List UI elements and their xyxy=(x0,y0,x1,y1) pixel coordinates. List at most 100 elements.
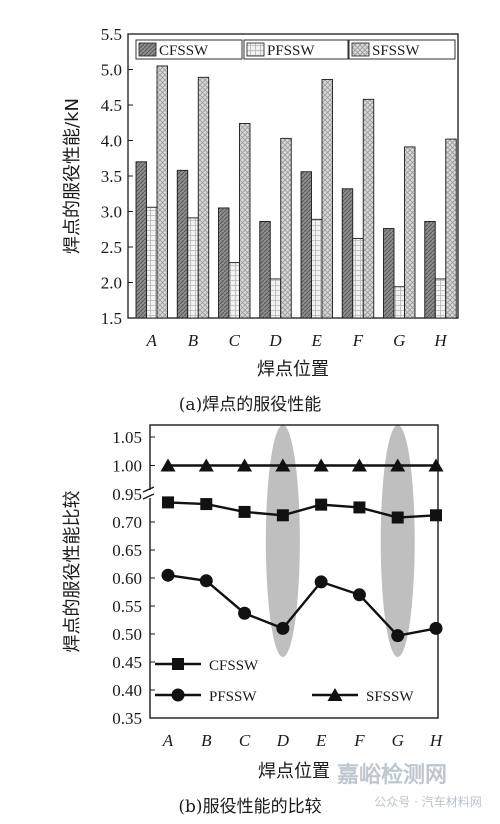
line-chart-caption: (b)服役性能的比较 xyxy=(178,797,321,817)
point-pfssw xyxy=(276,621,290,635)
x-tick-label: F xyxy=(353,731,365,750)
bar-cfssw xyxy=(383,228,395,319)
bar-cfssw xyxy=(135,161,147,319)
axis-break-mark xyxy=(142,486,155,493)
line-chart: 0.95 1.00 1.05 0.35 0.40 0.45 0.50 0.55 0.60 0.65… xyxy=(62,424,444,782)
x-axis-title: 焊点位置 xyxy=(257,359,329,380)
legend-box xyxy=(243,39,349,60)
legend-box xyxy=(135,39,243,60)
point-cfssw xyxy=(162,496,174,509)
x-tick-label: E xyxy=(315,731,327,750)
x-tick-label: A xyxy=(146,331,158,350)
point-cfssw xyxy=(430,509,442,522)
y-tick-label: 0.55 xyxy=(112,597,142,616)
point-sfssw xyxy=(313,458,329,472)
point-pfssw xyxy=(391,629,405,643)
x-tick-label: D xyxy=(268,331,282,350)
x-tick-label: G xyxy=(392,731,404,750)
y-tick-label: 0.95 xyxy=(112,485,142,504)
x-tick-label: H xyxy=(429,731,444,750)
y-tick-label: 0.40 xyxy=(112,681,142,700)
legend-swatch xyxy=(246,42,265,57)
legend-box xyxy=(348,39,456,60)
bar-cfssw xyxy=(341,188,354,319)
y-tick-label: 5.5 xyxy=(101,25,122,44)
point-cfssw xyxy=(353,501,366,514)
x-tick-label: H xyxy=(433,331,448,350)
legend-label: PFSSW xyxy=(209,689,257,705)
y-tick-label: 0.65 xyxy=(112,541,142,560)
y-tick-label: 1.00 xyxy=(112,457,142,476)
y-tick-label: 1.05 xyxy=(112,428,142,447)
bar-pfssw xyxy=(269,278,282,319)
bar-cfssw xyxy=(218,207,230,319)
y-tick-label: 0.50 xyxy=(112,625,142,644)
legend-label: CFSSW xyxy=(159,43,209,59)
x-tick-label: C xyxy=(229,331,241,350)
bar-cfssw xyxy=(424,220,436,319)
bar-sfssw xyxy=(404,146,416,319)
bar-pfssw xyxy=(434,278,447,319)
legend-label: SFSSW xyxy=(372,43,420,59)
bar-sfssw xyxy=(321,78,333,319)
y-tick-label: 2.5 xyxy=(101,238,122,257)
bar-pfssw xyxy=(146,206,158,319)
bar-sfssw xyxy=(156,65,168,319)
series-line-cfssw xyxy=(167,501,437,519)
point-pfssw xyxy=(238,606,252,620)
watermark-main: 嘉峪检测网 xyxy=(337,762,447,788)
point-sfssw xyxy=(390,458,406,472)
bar-cfssw xyxy=(176,169,189,319)
point-cfssw xyxy=(276,509,289,522)
y-tick-label: 0.70 xyxy=(112,513,142,532)
point-pfssw xyxy=(199,574,213,588)
point-sfssw xyxy=(237,458,253,472)
series-line-pfssw xyxy=(167,574,437,637)
legend-label: CFSSW xyxy=(209,658,259,674)
x-tick-label: E xyxy=(311,331,323,350)
point-sfssw xyxy=(160,458,176,472)
y-tick-label: 3.5 xyxy=(101,167,122,186)
x-axis-title: 焊点位置 xyxy=(258,761,330,782)
legend-marker xyxy=(171,688,185,702)
plot-frame xyxy=(149,424,439,719)
y-tick-label: 4.0 xyxy=(101,132,122,151)
legend-label: SFSSW xyxy=(366,689,414,705)
x-tick-label: B xyxy=(201,731,212,750)
bar-sfssw xyxy=(445,138,457,319)
point-pfssw xyxy=(352,588,366,602)
x-tick-label: C xyxy=(239,731,251,750)
highlight-ellipse xyxy=(265,425,300,657)
point-sfssw xyxy=(351,458,367,472)
x-tick-label: F xyxy=(352,331,364,350)
bar-sfssw xyxy=(362,98,375,319)
bar-pfssw xyxy=(187,217,199,319)
y-tick-label: 0.35 xyxy=(112,709,142,728)
x-tick-label: G xyxy=(393,331,405,350)
y-tick-label: 4.5 xyxy=(101,96,122,115)
point-cfssw xyxy=(200,498,213,511)
point-pfssw xyxy=(161,568,175,582)
x-tick-label: B xyxy=(188,331,199,350)
y-tick-label: 0.45 xyxy=(112,653,142,672)
point-pfssw xyxy=(314,575,328,589)
bar-chart-caption: (a)焊点的服役性能 xyxy=(179,395,321,415)
legend-label: PFSSW xyxy=(267,43,315,59)
bar-pfssw xyxy=(228,262,240,319)
y-tick-label: 3.0 xyxy=(101,203,122,222)
legend-marker xyxy=(172,658,184,670)
bar-cfssw xyxy=(300,171,312,319)
axis-break-gap xyxy=(145,490,155,498)
y-axis-title: 焊点的服役性能/kN xyxy=(62,98,83,254)
bar-pfssw xyxy=(352,238,364,319)
point-cfssw xyxy=(391,511,404,524)
watermark-sub: 公众号 · 汽车材料网 xyxy=(374,794,481,809)
y-tick-label: 2.0 xyxy=(101,274,122,293)
bar-sfssw xyxy=(197,76,210,319)
point-sfssw xyxy=(198,458,214,472)
bar-chart: 1.5 2.0 2.5 3.0 3.5 4.0 4.5 5.0 5.5 A B C D E F G H CFSSW… xyxy=(62,25,459,380)
legend-marker xyxy=(327,688,343,701)
y-tick-label: 1.5 xyxy=(101,309,122,328)
legend-swatch xyxy=(138,42,157,57)
